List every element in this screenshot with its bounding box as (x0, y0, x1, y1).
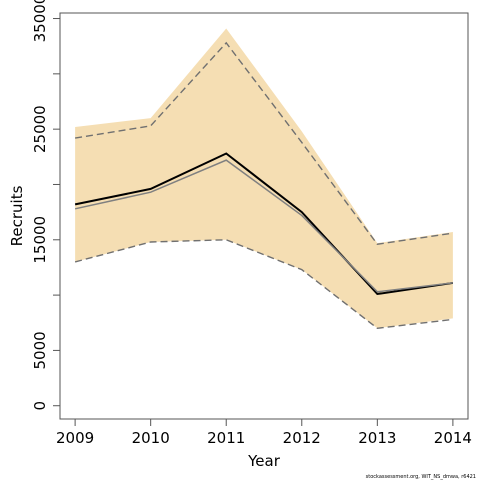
y-axis: 0 5000 15000 25000 35000 (31, 0, 60, 410)
footnote: stockassessment.org, WIT_NS_dmwa, r6421 (366, 474, 476, 480)
plot-frame (59, 12, 469, 420)
confidence-band (75, 28, 453, 329)
x-tick-label: 2014 (434, 429, 472, 447)
x-tick-label: 2012 (283, 429, 321, 447)
x-tick-label: 2011 (207, 429, 245, 447)
x-tick-label: 2013 (358, 429, 396, 447)
x-tick-label: 2010 (132, 429, 170, 447)
x-axis: 2009 2010 2011 2012 2013 2014 (56, 419, 472, 447)
series-line-2 (74, 159, 453, 293)
series-lines-layer (74, 41, 454, 330)
series-line-3 (74, 41, 453, 245)
confidence-band-layer (75, 28, 453, 329)
y-tick-label: 35000 (31, 0, 49, 42)
series-line-1 (74, 152, 454, 296)
y-axis-title: Recruits (8, 185, 26, 246)
y-tick-label: 25000 (31, 105, 49, 153)
x-axis-title: Year (247, 452, 281, 470)
y-tick-label: 15000 (31, 216, 49, 264)
x-tick-label: 2009 (56, 429, 94, 447)
y-tick-label: 5000 (31, 331, 49, 369)
y-tick-label: 0 (31, 401, 49, 411)
series-line-4 (74, 239, 453, 330)
